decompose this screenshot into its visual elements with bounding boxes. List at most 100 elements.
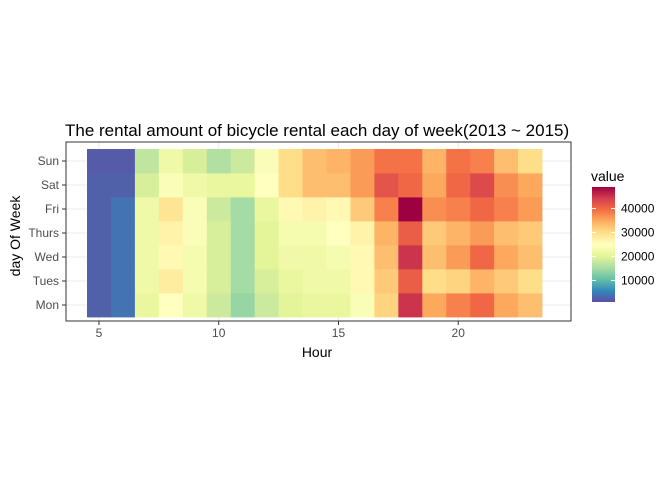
heatmap-cell [398, 293, 423, 318]
y-tick-label: Sun [38, 154, 59, 168]
heatmap-cell [446, 269, 471, 294]
heatmap-cell [446, 293, 471, 318]
heatmap-cell [158, 173, 184, 198]
heatmap-cell [254, 149, 279, 174]
heatmap-cell [470, 269, 495, 294]
heatmap-cell [350, 197, 375, 222]
heatmap-cell [398, 221, 423, 246]
heatmap-cell [470, 245, 495, 270]
heatmap-cell [302, 245, 327, 270]
y-axis-title: day Of Week [7, 195, 23, 277]
heatmap-cell [446, 173, 471, 198]
heatmap-cell [470, 149, 495, 174]
heatmap-cell [206, 293, 232, 318]
heatmap-cell [518, 173, 543, 198]
panel-border [65, 141, 572, 322]
heatmap-cell [350, 221, 375, 246]
heatmap-cell [110, 245, 136, 270]
y-tick-label: Thurs [28, 226, 59, 240]
heatmap-cell [422, 269, 447, 294]
heatmap-cell [87, 173, 112, 198]
heatmap-cell [230, 149, 256, 174]
x-tick-label: 20 [452, 326, 466, 340]
heatmap-cell [87, 197, 112, 222]
heatmap-cell [350, 149, 375, 174]
heatmap-cell [110, 293, 136, 318]
heatmap-cell [302, 293, 327, 318]
heatmap-cell [494, 293, 519, 318]
heatmap-cell [87, 149, 112, 174]
heatmap-cell [254, 245, 279, 270]
y-tick-label: Fri [45, 202, 59, 216]
heatmap-cell [494, 197, 519, 222]
heatmap-cell [422, 293, 447, 318]
heatmap-cell [278, 245, 303, 270]
heatmap-cell [158, 221, 184, 246]
heatmap-cell [206, 245, 232, 270]
heatmap-cell [278, 269, 303, 294]
heatmap-cell [326, 173, 351, 198]
heatmap-cell [398, 173, 423, 198]
heatmap-cell [254, 221, 279, 246]
heatmap-cell [230, 173, 256, 198]
heatmap-cell [134, 197, 160, 222]
heatmap-cell [182, 269, 208, 294]
heatmap-cell [254, 269, 279, 294]
heatmap-cell [326, 149, 351, 174]
heatmap-cell [278, 149, 303, 174]
heatmap-cell [422, 245, 447, 270]
heatmap-cell [326, 245, 351, 270]
heatmap-cell [350, 269, 375, 294]
heatmap-cell [446, 197, 471, 222]
heatmap-cell [470, 221, 495, 246]
heatmap-cell [182, 293, 208, 318]
heatmap-cell [302, 173, 327, 198]
heatmap-cell [518, 149, 543, 174]
heatmap-cell [398, 197, 423, 222]
heatmap-cell [230, 245, 256, 270]
heatmap-cell [350, 173, 375, 198]
chart-title: The rental amount of bicycle rental each… [65, 121, 569, 140]
heatmap-cell [87, 221, 112, 246]
heatmap-cell [254, 173, 279, 198]
heatmap-cell [134, 221, 160, 246]
heatmap-cell [326, 197, 351, 222]
heatmap-cell [398, 245, 423, 270]
heatmap-cell [230, 293, 256, 318]
heatmap-cell [302, 197, 327, 222]
heatmap-cell [326, 293, 351, 318]
legend: value 10000 20000 30000 40000 [591, 168, 655, 302]
heatmap-cell [110, 269, 136, 294]
heatmap-cell [158, 293, 184, 318]
heatmap-cell [182, 245, 208, 270]
heatmap-cell [470, 173, 495, 198]
legend-ticks: 10000 20000 30000 40000 [592, 202, 655, 287]
heatmap-cell [182, 197, 208, 222]
heatmap-cell [134, 293, 160, 318]
heatmap-cell [278, 173, 303, 198]
heatmap-cell [494, 269, 519, 294]
x-tick-label: 5 [96, 326, 103, 340]
heatmap-cell [158, 245, 184, 270]
heatmap-cell [302, 221, 327, 246]
heatmap-cell [278, 197, 303, 222]
heatmap-cell [446, 245, 471, 270]
legend-tick-label: 30000 [621, 226, 655, 240]
heatmap-cell [398, 269, 423, 294]
legend-colorbar [592, 187, 615, 302]
heatmap-cell [158, 197, 184, 222]
heatmap-cell [230, 221, 256, 246]
heatmap-cell [134, 173, 160, 198]
heatmap-cell [110, 173, 136, 198]
heatmap-cell [158, 149, 184, 174]
heatmap-cell [326, 221, 351, 246]
heatmap-cell [518, 245, 543, 270]
heatmap-cell [182, 221, 208, 246]
heatmap-cell [254, 293, 279, 318]
heatmap-cell [326, 269, 351, 294]
heatmap-cell [470, 293, 495, 318]
heatmap-cell [110, 197, 136, 222]
y-axis: Mon Tues Wed Thurs Fri Sat Sun [28, 154, 66, 312]
x-axis: 5 10 15 20 [96, 321, 466, 340]
